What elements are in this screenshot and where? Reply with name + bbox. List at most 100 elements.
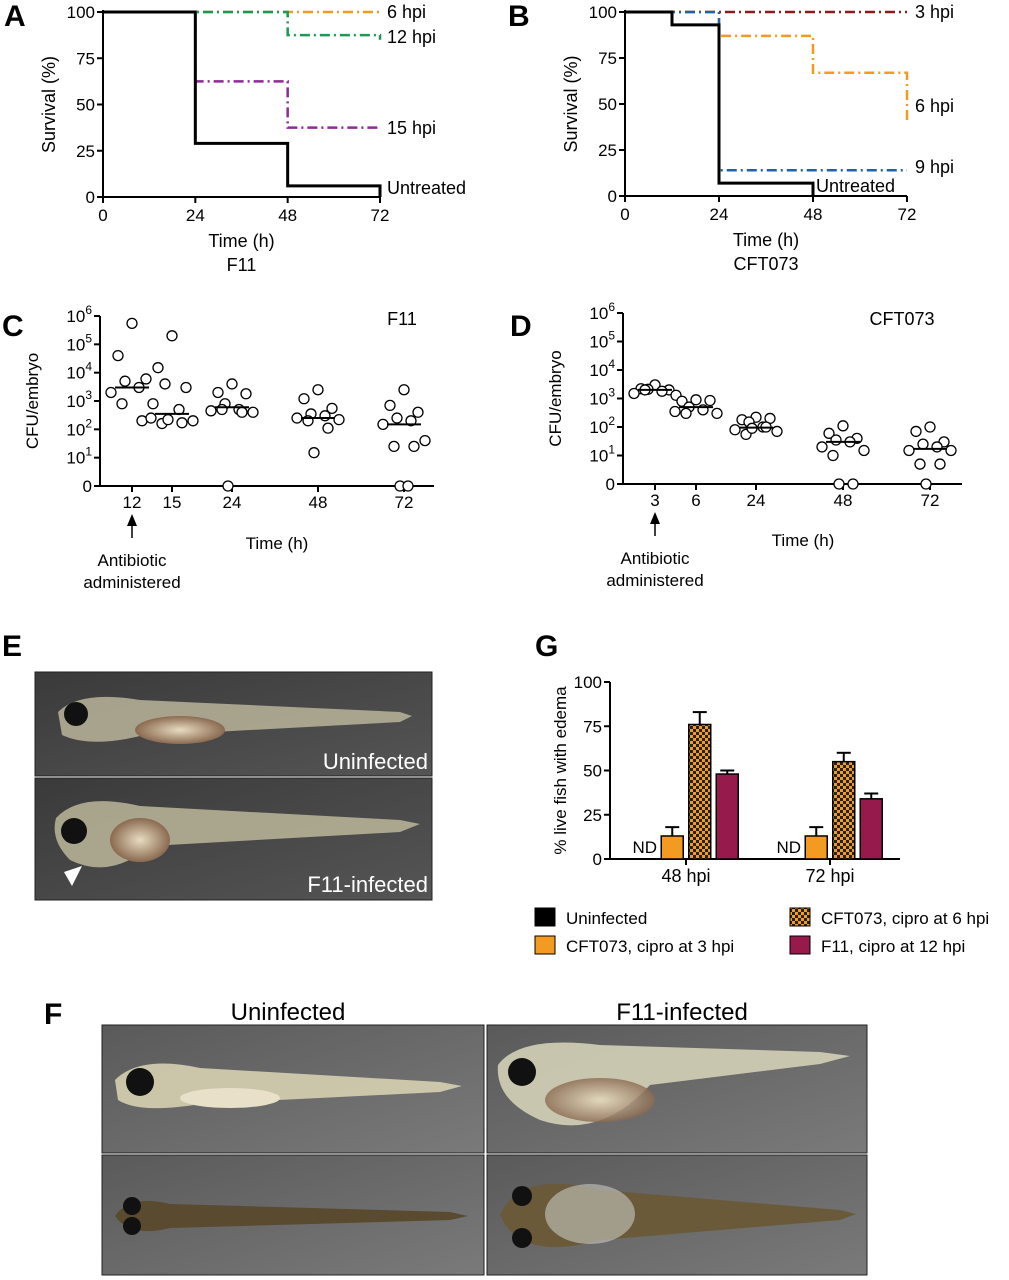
y-axis-label: CFU/embryo [546, 350, 565, 446]
panel-label-c: C [2, 310, 24, 343]
data-point [333, 413, 345, 426]
y-tick-label: 104 [66, 360, 92, 383]
cfu-chart-cft073: 0 101 102 103 104 105 106 CFU/embryo CFT073 3 6 24 4… [546, 300, 962, 590]
x-tick-label: 72 [371, 206, 390, 225]
data-point [119, 375, 131, 387]
x-tick-label: 0 [620, 205, 629, 224]
data-point [669, 405, 681, 418]
series-line-12-hpi [103, 10, 382, 40]
data-point [419, 434, 431, 447]
bar-f11-cipro-at-12-hpi [859, 798, 883, 860]
legend-swatch [789, 935, 811, 955]
x-tick-label: 48 hpi [661, 866, 710, 886]
panel-f-photos: Uninfected F11-infected [101, 999, 868, 1276]
data-point [312, 384, 324, 396]
data-point [105, 386, 117, 399]
x-tick-label: 72 [921, 491, 940, 510]
data-point [837, 420, 849, 432]
y-tick-label: 105 [66, 331, 92, 354]
x-axis-label: Time (h) [208, 231, 274, 251]
data-point [145, 412, 157, 424]
x-tick-label: 72 [395, 493, 414, 512]
panel-label-e: E [2, 630, 22, 663]
annotation-line-2: administered [606, 571, 703, 590]
data-point [903, 444, 915, 457]
y-tick-label: 50 [598, 95, 617, 114]
y-tick-label: 0 [593, 850, 602, 869]
series-line-untreated [625, 10, 815, 196]
axes [102, 10, 380, 198]
bar-cft073-cipro-at-3-hpi [804, 835, 828, 860]
data-point [945, 444, 957, 457]
series-label: 12 hpi [387, 27, 436, 47]
chart-title: F11 [387, 309, 417, 329]
y-tick-label: 75 [583, 717, 602, 736]
series-line-6-hpi [625, 10, 909, 123]
legend-label: CFT073, cipro at 6 hpi [821, 909, 989, 928]
x-tick-label: 24 [186, 206, 205, 225]
panel-e-photos: Uninfected F11-infected [34, 671, 433, 901]
photo-f11-infected-dorsal [486, 1154, 868, 1276]
data-point [240, 388, 252, 400]
x-tick-label: 72 hpi [805, 866, 854, 886]
bar-cft073-cipro-at-6-hpi [688, 723, 712, 860]
y-tick-label: 0 [606, 475, 615, 494]
bar-f11-cipro-at-12-hpi [715, 773, 739, 860]
annotation-line-1: Antibiotic [621, 549, 690, 568]
arrowhead-icon [64, 866, 82, 886]
data-point [205, 405, 217, 417]
photo-uninfected-lateral [101, 1024, 485, 1154]
series-label: 6 hpi [915, 96, 954, 116]
x-tick-label: 48 [834, 491, 853, 510]
x-tick-label: 24 [710, 205, 729, 224]
y-tick-label: 75 [76, 49, 95, 68]
x-tick-label: 24 [223, 493, 242, 512]
column-header-uninfected: Uninfected [231, 999, 346, 1026]
y-tick-label: 104 [589, 357, 615, 380]
y-tick-label: 50 [76, 96, 95, 115]
photo-uninfected-dorsal [101, 1154, 485, 1276]
data-point [823, 427, 835, 439]
data-point [704, 394, 716, 407]
series-line-untreated [103, 10, 382, 197]
x-tick-label: 48 [278, 206, 297, 225]
data-point [408, 440, 420, 453]
data-point [147, 398, 159, 410]
data-point [226, 378, 238, 390]
data-point [187, 415, 199, 427]
data-point [398, 384, 410, 396]
photo-f11-infected-fish: F11-infected [34, 777, 433, 901]
annotation-line-2: administered [83, 573, 180, 592]
data-point [931, 441, 943, 453]
y-tick-label: 101 [66, 445, 92, 468]
survival-chart-f11: 0 25 50 75 100 0 24 48 72 Time (h) F11 Survival (%)… [39, 2, 466, 275]
annotation-line-1: Antibiotic [98, 551, 167, 570]
series-label: 9 hpi [915, 157, 954, 177]
photo-label-uninfected: Uninfected [323, 749, 428, 774]
survival-chart-cft073: 0 25 50 75 100 0 24 48 72 Time (h) CFT073 Survival … [561, 2, 954, 274]
data-point [858, 444, 870, 457]
data-point [656, 385, 668, 397]
data-point [326, 402, 338, 415]
y-tick-label: 100 [589, 3, 617, 22]
x-tick-label: 3 [650, 491, 659, 510]
x-tick-label: 48 [804, 205, 823, 224]
data-point [377, 418, 389, 430]
axes [624, 10, 907, 197]
y-tick-label: 0 [608, 187, 617, 206]
panel-label-b: B [508, 0, 530, 33]
data-point [180, 381, 192, 394]
y-tick-label: 106 [66, 303, 92, 326]
panel-label-d: D [510, 310, 532, 343]
data-point [384, 399, 396, 412]
data-point [247, 406, 259, 418]
data-point [914, 458, 926, 470]
series-line-15-hpi [103, 10, 380, 129]
data-point [917, 438, 929, 450]
data-point [212, 386, 224, 399]
x-axis-label: Time (h) [246, 534, 309, 553]
y-axis-label: % live fish with edema [551, 686, 570, 855]
y-tick-label: 105 [589, 329, 615, 352]
data-point [216, 403, 228, 416]
